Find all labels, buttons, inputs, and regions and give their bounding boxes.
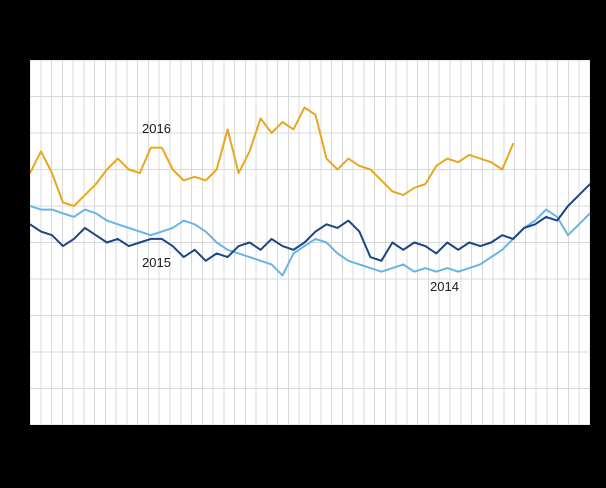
series-line-2015 [30, 183, 590, 262]
series-label-2016: 2016 [142, 121, 171, 136]
series-label-2014: 2014 [430, 279, 459, 294]
series-line-2016 [30, 106, 515, 207]
series-label-2015: 2015 [142, 255, 171, 270]
chart-svg [30, 60, 590, 425]
series-line-2014 [30, 205, 590, 277]
plot-area: 2016 2015 2014 [30, 60, 590, 425]
